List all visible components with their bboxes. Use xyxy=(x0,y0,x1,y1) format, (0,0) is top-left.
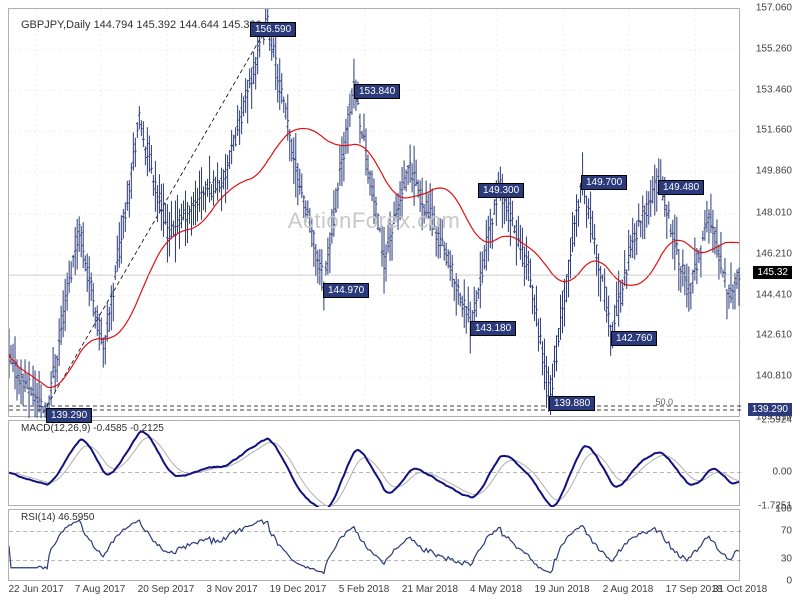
macd-title: MACD(12,26,9) -0.4585 -0.2125 xyxy=(21,423,164,434)
y-tick: 148.010 xyxy=(756,208,792,219)
y-tick: 142.610 xyxy=(756,330,792,341)
price-annotation: 139.290 xyxy=(46,408,92,423)
y-tick: 0.00 xyxy=(773,466,792,477)
chart-title: GBPJPY,Daily 144.794 145.392 144.644 145… xyxy=(21,19,262,31)
price-chart: GBPJPY,Daily 144.794 145.392 144.644 145… xyxy=(8,8,740,417)
current-price-badge: 145.32 xyxy=(753,266,792,279)
x-tick: 7 Aug 2017 xyxy=(75,584,126,595)
price-annotation: 153.840 xyxy=(354,84,400,99)
y-tick: 153.460 xyxy=(756,84,792,95)
x-tick: 2 Aug 2018 xyxy=(603,584,654,595)
rsi-canvas xyxy=(9,510,741,582)
price-annotation: 149.480 xyxy=(658,180,704,195)
y-tick: 151.660 xyxy=(756,125,792,136)
rsi-chart: RSI(14) 46.5950 xyxy=(8,509,740,581)
x-tick: 4 May 2018 xyxy=(470,584,522,595)
x-tick: 19 Dec 2017 xyxy=(270,584,327,595)
ohlc-values: 144.794 145.392 144.644 145.320 xyxy=(94,19,262,31)
x-tick: 5 Feb 2018 xyxy=(339,584,390,595)
price-annotation: 156.590 xyxy=(250,22,296,37)
price-annotation: 149.700 xyxy=(581,175,627,190)
x-tick: 20 Sep 2017 xyxy=(138,584,195,595)
x-tick: 21 Mar 2018 xyxy=(402,584,458,595)
y-tick: 155.260 xyxy=(756,43,792,54)
x-tick: 31 Oct 2018 xyxy=(713,584,767,595)
y-tick: 157.060 xyxy=(756,3,792,14)
y-tick: 149.860 xyxy=(756,166,792,177)
price-annotation: 144.970 xyxy=(323,283,369,298)
price-annotation: 142.760 xyxy=(611,331,657,346)
price-annotation: 143.180 xyxy=(470,321,516,336)
fib-level-label: 50.0 xyxy=(655,397,673,407)
y-tick: 146.210 xyxy=(756,248,792,259)
y-tick: 70 xyxy=(781,525,792,536)
x-tick: 22 Jun 2017 xyxy=(8,584,63,595)
x-tick: 3 Nov 2017 xyxy=(206,584,257,595)
x-tick: 19 Jun 2018 xyxy=(534,584,589,595)
price-y-axis: 157.060155.260153.460151.660149.860148.0… xyxy=(740,8,792,417)
rsi-y-axis: 10070300 xyxy=(740,509,792,581)
y-tick: 30 xyxy=(781,554,792,565)
y-tick: 100 xyxy=(775,504,792,515)
y-tick: 0 xyxy=(786,576,792,587)
symbol-label: GBPJPY,Daily xyxy=(21,19,91,31)
price-annotation: 149.300 xyxy=(478,183,524,198)
y-tick: 2.5924 xyxy=(761,415,792,426)
price-annotation: 139.880 xyxy=(549,396,595,411)
macd-y-axis: 2.59240.00-1.7251 xyxy=(740,420,792,506)
date-x-axis: 22 Jun 2017 7 Aug 2017 20 Sep 2017 3 Nov 20… xyxy=(8,584,740,598)
y-tick: 144.410 xyxy=(756,289,792,300)
y-tick: 140.810 xyxy=(756,371,792,382)
rsi-title: RSI(14) 46.5950 xyxy=(21,512,94,523)
watermark: ActionForex.com xyxy=(288,208,461,234)
macd-chart: MACD(12,26,9) -0.4585 -0.2125 xyxy=(8,420,740,506)
support-level-badge: 139.290 xyxy=(748,403,792,416)
